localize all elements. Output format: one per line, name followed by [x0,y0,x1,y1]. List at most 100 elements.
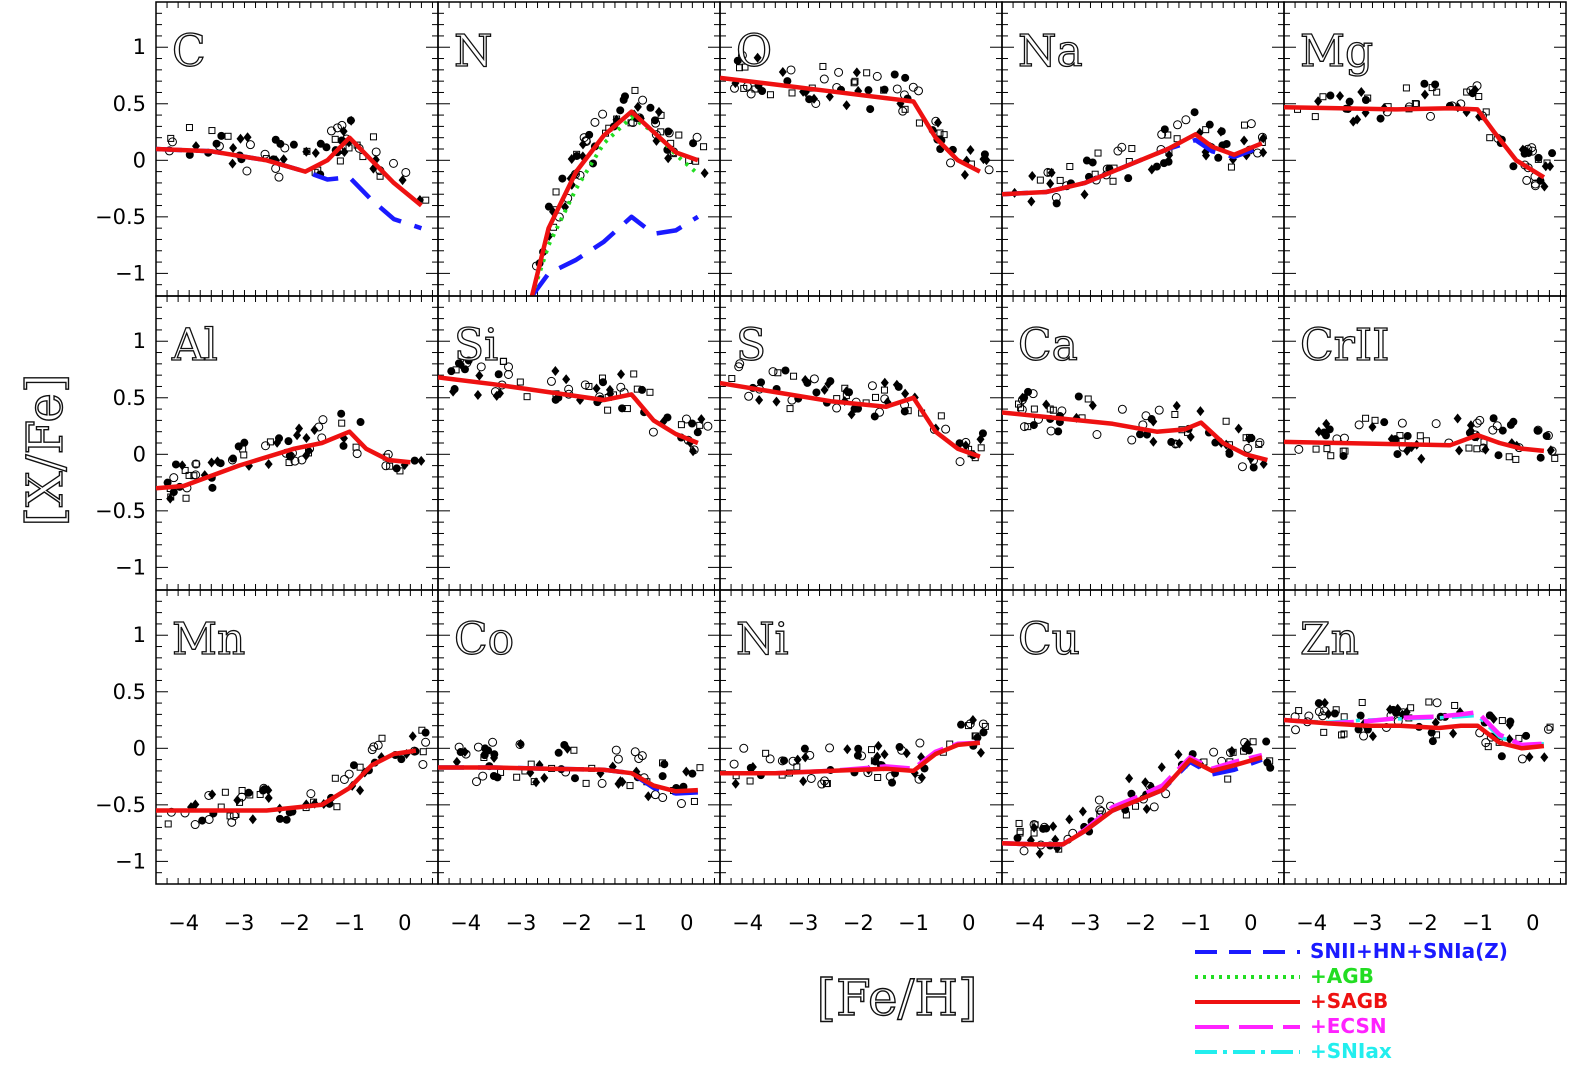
panel-element-label: O [736,26,772,77]
observation-point [1172,400,1181,411]
observation-point [551,395,560,404]
observation-point [762,749,770,757]
observation-point [955,457,965,467]
observation-point [1505,719,1514,730]
x-tick-label: −4 [450,911,481,935]
observation-point [689,139,698,148]
model-line-sagb [1002,755,1263,847]
model-lines [1002,132,1263,197]
observation-point [1049,821,1058,832]
panel-element-label: Mn [172,614,245,665]
observation-point [316,139,325,148]
observation-point [1255,440,1263,448]
observation-point [1171,410,1179,418]
observation-point [638,385,647,394]
observation-point [978,719,988,729]
observation-point [1357,86,1366,97]
observation-point [239,445,247,453]
x-tick-label: 0 [1526,911,1539,935]
observation-point [755,394,764,405]
observation-point [1217,127,1226,136]
x-tick-label: −2 [1125,911,1156,935]
panel-ca: Ca [1001,295,1285,591]
model-lines [1284,709,1545,751]
observation-point [1534,153,1543,162]
observation-point [1229,748,1237,756]
panel-ticks [1283,1,1566,297]
observation-point [282,815,291,824]
observation-point [452,756,461,767]
model-lines [438,375,699,446]
observation-point [303,147,311,155]
observation-point [788,756,798,766]
observation-point [1453,413,1462,424]
observation-point [473,390,482,401]
observation-point [1249,738,1257,746]
observation-point [1196,406,1205,417]
y-tick-label: 1 [133,35,146,59]
observation-point [917,772,926,783]
observation-point [1473,445,1481,453]
observation-point [551,366,560,377]
x-tick-label: −4 [1296,911,1327,935]
panel-cu: Cu [1001,589,1285,885]
observation-point [347,115,356,126]
observation-point [786,405,794,413]
x-tick-labels: −4 −3 −2 −1 0 −4 −3 −2 −1 0 −4 −3 −2 −1 0 −4 −3 −2 −1 0 −4 −3… [168,911,1539,935]
legend-entry: +SAGB [1195,989,1388,1013]
model-line-sagb [529,109,699,296]
observation-point [646,103,655,112]
observation-point [1253,148,1263,158]
observation-point [868,746,876,754]
x-tick-label: −2 [1407,911,1438,935]
model-lines [1002,410,1268,463]
x-tick-label: 0 [680,911,693,935]
observation-point [842,100,851,111]
observation-point [493,773,502,782]
observation-point [598,109,608,119]
x-tick-label: −1 [334,911,365,935]
model-lines [156,135,423,231]
observation-point [1125,773,1134,784]
observation-point [805,95,814,104]
observation-point [1051,834,1060,845]
legend: SNII+HN+SNIa(Z)+AGB+SAGB+ECSN+SNIax [1195,939,1508,1063]
observation-point [1243,443,1253,453]
panel-zn: Zn [1283,589,1567,885]
observation-point [181,466,189,474]
y-tick-label: −1 [115,555,146,579]
panel-element-label: Si [454,320,498,371]
observation-point [801,752,810,763]
observation-point [984,165,994,175]
observation-point [1368,422,1377,433]
observation-point [490,752,499,763]
observation-point [295,423,304,434]
observation-point [1224,775,1232,783]
observation-point [803,378,812,387]
observation-point [657,128,665,136]
observation-point [284,437,293,446]
observation-point [1152,162,1161,171]
x-tick-label: −1 [616,911,647,935]
observation-point [1027,196,1036,207]
observation-point [1536,453,1545,462]
observation-point [271,135,280,144]
observation-point [1127,789,1136,798]
observation-point [1013,834,1022,843]
observation-points [447,356,713,457]
observation-point [264,459,273,470]
observation-point [478,771,488,781]
observation-point [746,777,754,785]
panel-element-label: Mg [1300,26,1373,77]
observation-point [1030,405,1038,413]
observation-point [419,748,427,756]
observation-point [1361,96,1370,105]
observation-point [1403,431,1412,440]
observation-point [693,428,702,437]
x-tick-label: −3 [223,911,254,935]
observation-point [772,396,781,407]
observation-point [892,84,902,94]
observation-point [1481,738,1491,748]
observation-point [376,172,384,180]
observation-point [1249,463,1258,472]
